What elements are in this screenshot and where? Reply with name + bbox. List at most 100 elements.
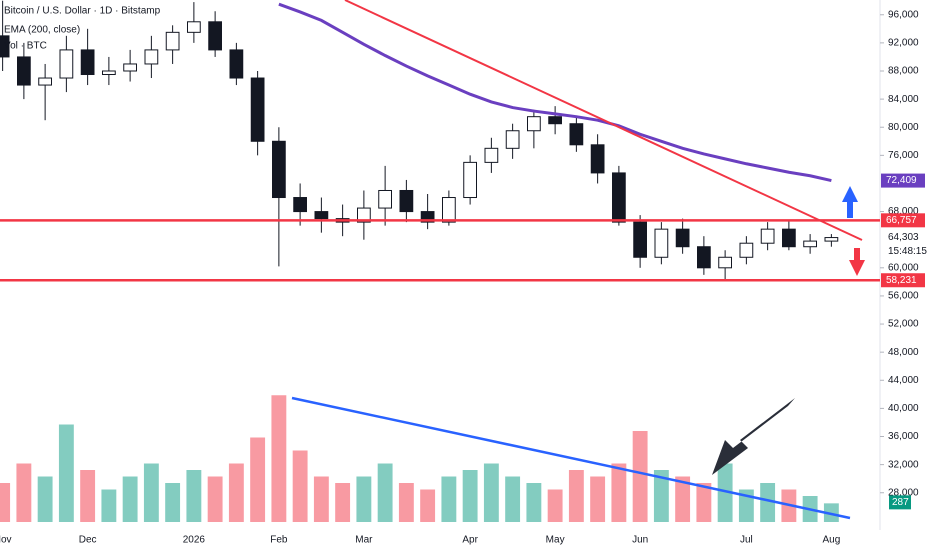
volume-bar	[441, 476, 457, 522]
level-tag: 58,231	[881, 273, 925, 288]
volume-bar	[632, 431, 648, 522]
y-tick-label: 96,000	[888, 9, 919, 20]
level-tag-bg	[881, 213, 925, 228]
candle-body	[378, 189, 392, 209]
volume-bar	[165, 483, 181, 522]
candle-body	[144, 49, 159, 65]
volume-bar	[143, 463, 159, 522]
candle-body	[59, 49, 74, 79]
volume-bar	[228, 463, 244, 522]
countdown: 15:48:15	[888, 246, 927, 257]
y-tick-label: 36,000	[888, 431, 919, 442]
volume-bar	[186, 470, 202, 522]
volume-bar	[16, 463, 32, 522]
volume-bar	[271, 395, 287, 522]
volume-bar	[675, 476, 691, 522]
candle-body	[80, 49, 95, 76]
volume-bar	[547, 489, 563, 522]
volume-bar	[568, 470, 584, 522]
volume-bar	[37, 476, 53, 522]
volume-bar	[505, 476, 521, 522]
candle-body	[17, 56, 31, 86]
candle-body	[123, 63, 137, 72]
volume-bar	[0, 483, 11, 522]
volume-bar	[696, 483, 712, 522]
ema-tag-bg	[881, 173, 925, 188]
volume-bar	[611, 463, 627, 522]
candle-body	[208, 21, 222, 51]
candle-body	[824, 237, 839, 242]
candle-body	[250, 77, 265, 142]
y-tick-label: 92,000	[888, 38, 919, 49]
candle-body	[654, 228, 669, 258]
x-tick-label: Feb	[270, 535, 288, 546]
candle-body	[0, 35, 10, 58]
candle-body	[590, 144, 605, 174]
y-tick-label: 88,000	[888, 66, 919, 77]
y-tick-label: 80,000	[888, 122, 919, 133]
x-tick-label: Jul	[740, 535, 753, 546]
candle-body	[527, 116, 541, 132]
down-arrow	[849, 248, 865, 276]
candle-body	[612, 172, 626, 223]
y-tick-label: 32,000	[888, 459, 919, 470]
y-tick-label: 68,000	[888, 206, 919, 217]
trend-line	[344, 0, 863, 241]
volume-bar	[398, 483, 414, 522]
y-tick-label: 60,000	[888, 262, 919, 273]
candle-body	[739, 242, 754, 258]
volume-bar	[58, 424, 74, 522]
volume-tag-text: 287	[892, 497, 909, 508]
candle-body	[293, 197, 307, 213]
volume-bar	[462, 470, 478, 522]
volume-bar	[823, 503, 839, 522]
candle-body	[229, 49, 244, 79]
level-tag-text: 66,757	[886, 215, 917, 226]
candle-body	[505, 130, 520, 149]
volume-bar	[420, 489, 436, 522]
ema-line	[278, 2, 832, 183]
volume-bar	[717, 463, 733, 522]
volume-bar	[313, 476, 329, 522]
last-price: 64,303	[888, 232, 919, 243]
y-tick-label: 44,000	[888, 375, 919, 386]
candle-body	[633, 221, 647, 258]
x-tick-label: Mar	[355, 535, 373, 546]
chart-title: Bitcoin / U.S. Dollar · 1D · Bitstamp	[4, 6, 161, 17]
volume-bar	[207, 476, 223, 522]
candle-body	[420, 211, 435, 223]
level-tag-text: 58,231	[886, 275, 917, 286]
x-tick-label: May	[546, 535, 565, 546]
volume-bar	[80, 470, 96, 522]
x-tick-label: Apr	[462, 535, 478, 546]
candle-body	[38, 77, 52, 86]
volume-bar	[292, 450, 308, 522]
y-tick-label: 40,000	[888, 403, 919, 414]
volume-bar	[335, 483, 351, 522]
volume-bar	[250, 437, 266, 522]
volume-bar	[101, 489, 117, 522]
volume-bar	[590, 476, 606, 522]
volume-bar	[483, 463, 499, 522]
volume-bar	[122, 476, 138, 522]
candle-body	[803, 240, 817, 248]
candle-body	[357, 207, 371, 223]
candle-body	[697, 246, 711, 269]
candle-body	[102, 70, 116, 76]
level-tag: 66,757	[881, 213, 925, 228]
level-tag-bg	[881, 273, 925, 288]
y-tick-label: 48,000	[888, 347, 919, 358]
candle-body	[272, 140, 286, 199]
y-tick-label: 84,000	[888, 94, 919, 105]
candle-body	[463, 161, 477, 199]
x-tick-label: Nov	[0, 535, 12, 546]
candle-body	[187, 21, 201, 33]
volume-bar	[356, 476, 372, 522]
ema-tag-text: 72,409	[886, 175, 917, 186]
x-tick-label: 2026	[183, 535, 206, 546]
candle-body	[314, 211, 329, 220]
candle-body	[718, 256, 732, 269]
volume-trend-line	[291, 396, 851, 520]
x-tick-label: Jun	[632, 535, 648, 546]
